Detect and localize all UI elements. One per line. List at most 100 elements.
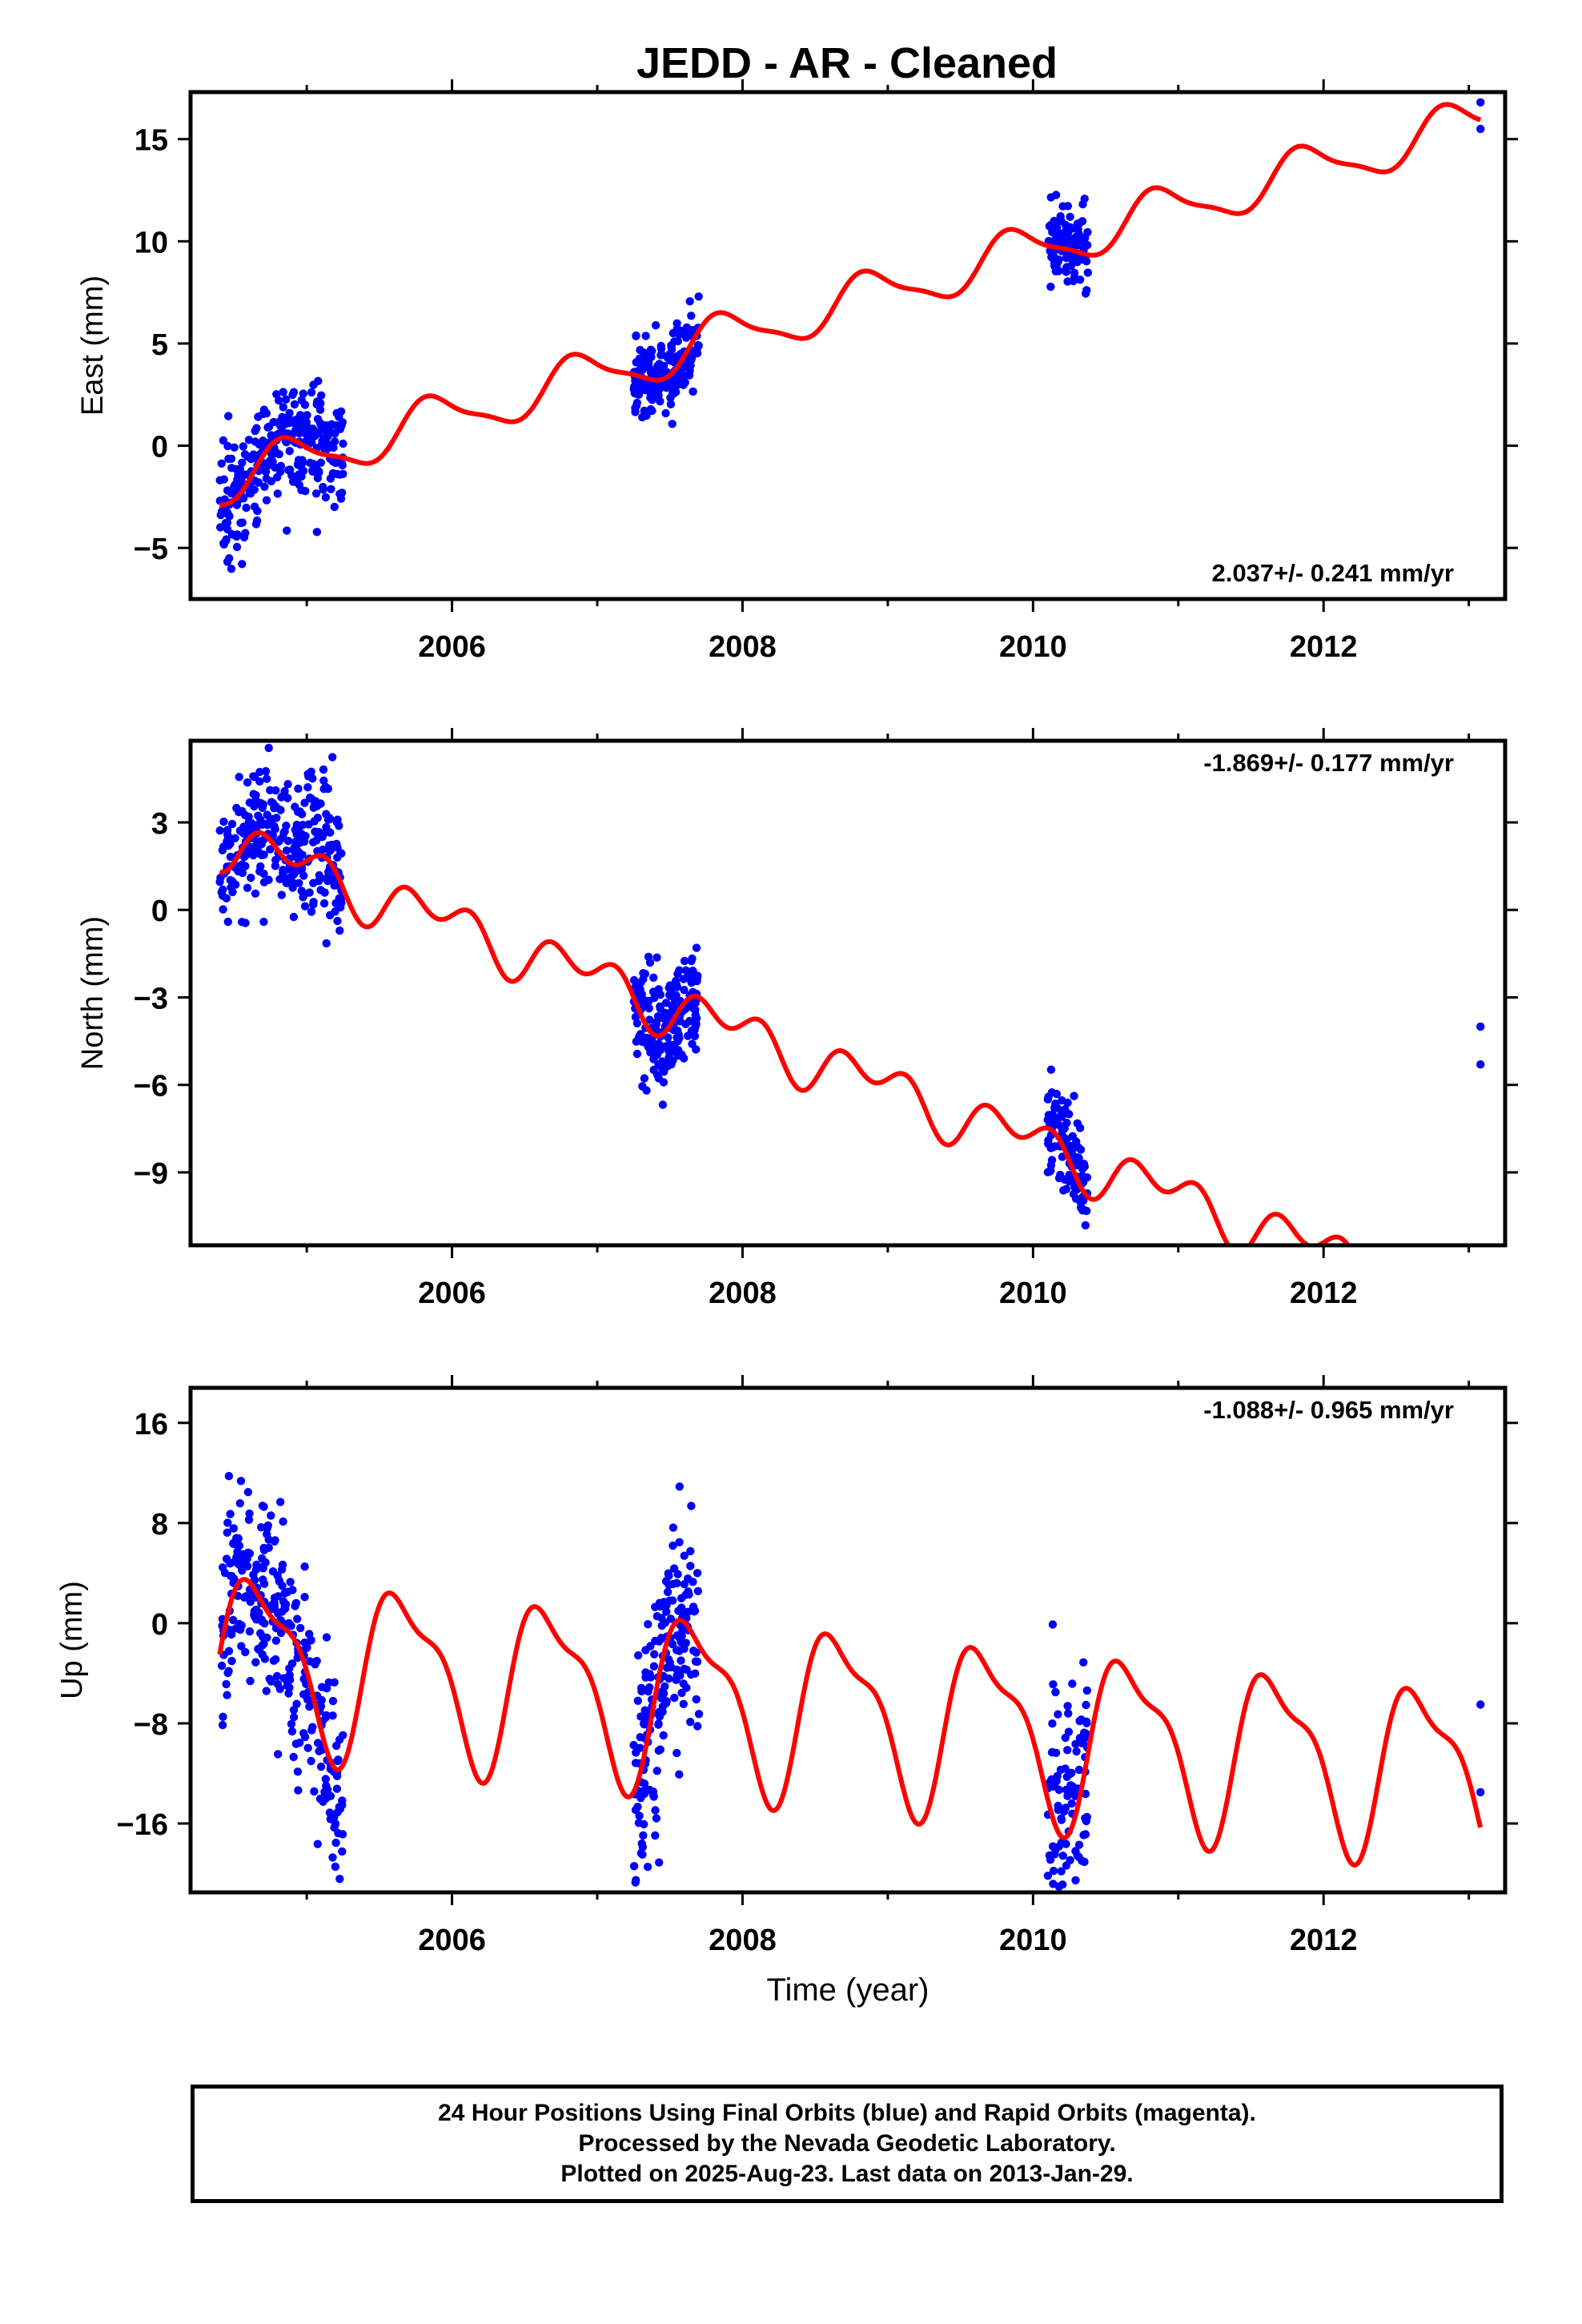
data-point bbox=[339, 439, 347, 448]
data-point bbox=[639, 1831, 648, 1840]
x-tick-label: 2006 bbox=[418, 630, 486, 664]
data-point bbox=[278, 792, 287, 801]
data-point bbox=[300, 1593, 309, 1602]
data-point bbox=[227, 454, 236, 463]
data-point bbox=[296, 1623, 305, 1633]
data-point bbox=[289, 1706, 299, 1715]
data-point bbox=[631, 1759, 640, 1767]
data-point bbox=[229, 1524, 238, 1533]
data-point bbox=[296, 837, 305, 846]
x-tick-label: 2006 bbox=[418, 1924, 486, 1957]
data-point bbox=[280, 866, 289, 875]
data-point bbox=[684, 1574, 693, 1583]
y-tick-label: −6 bbox=[134, 1070, 168, 1104]
data-point bbox=[661, 1682, 669, 1691]
data-point bbox=[247, 873, 255, 883]
data-point bbox=[1072, 1137, 1081, 1146]
data-point bbox=[267, 431, 275, 440]
data-points bbox=[215, 98, 1485, 573]
data-point bbox=[327, 840, 336, 850]
data-point bbox=[273, 489, 282, 498]
data-point bbox=[315, 870, 323, 880]
rate-annotation: 2.037+/- 0.241 mm/yr bbox=[1212, 559, 1454, 587]
data-point bbox=[669, 1579, 677, 1589]
data-point bbox=[252, 516, 262, 525]
data-point bbox=[640, 1074, 649, 1083]
data-point bbox=[657, 1621, 666, 1630]
data-point bbox=[266, 845, 275, 854]
data-point bbox=[1048, 1719, 1057, 1728]
data-point bbox=[338, 1830, 347, 1839]
data-point bbox=[632, 1876, 640, 1884]
data-point bbox=[290, 400, 299, 409]
data-point bbox=[219, 885, 227, 895]
data-point bbox=[331, 899, 340, 908]
data-point bbox=[659, 1731, 668, 1740]
data-point bbox=[1064, 1727, 1074, 1736]
data-point bbox=[263, 774, 271, 783]
data-point bbox=[629, 1740, 638, 1750]
data-point bbox=[652, 953, 661, 962]
data-point bbox=[337, 489, 347, 497]
data-point bbox=[331, 1838, 340, 1848]
data-point bbox=[222, 1679, 231, 1689]
data-point bbox=[268, 457, 277, 466]
data-point bbox=[1079, 1265, 1087, 1273]
data-point bbox=[286, 1578, 295, 1586]
data-point bbox=[220, 1569, 230, 1578]
data-point bbox=[639, 975, 648, 983]
data-point bbox=[1476, 1787, 1485, 1797]
data-point bbox=[692, 1695, 701, 1704]
data-point bbox=[691, 1669, 700, 1678]
data-point bbox=[654, 362, 663, 371]
y-tick-label: 0 bbox=[151, 431, 168, 464]
data-point bbox=[1079, 1658, 1088, 1667]
data-point bbox=[317, 829, 326, 838]
data-point bbox=[251, 841, 260, 850]
data-point bbox=[644, 1620, 652, 1629]
data-point bbox=[335, 926, 344, 935]
data-point bbox=[251, 889, 260, 899]
data-point bbox=[250, 485, 259, 494]
data-point bbox=[227, 530, 237, 539]
data-point bbox=[331, 907, 339, 916]
data-point bbox=[674, 1606, 683, 1615]
data-point bbox=[302, 422, 311, 431]
data-point bbox=[680, 986, 689, 995]
data-point bbox=[282, 846, 291, 855]
data-point bbox=[271, 855, 280, 865]
data-point bbox=[643, 1863, 652, 1872]
data-point bbox=[321, 1775, 330, 1783]
data-point bbox=[284, 419, 294, 428]
y-tick-label: 0 bbox=[151, 895, 168, 928]
data-point bbox=[218, 1720, 227, 1730]
data-point bbox=[666, 400, 676, 408]
data-point bbox=[1081, 1789, 1090, 1799]
data-point bbox=[1060, 233, 1070, 242]
data-point bbox=[322, 1711, 331, 1720]
data-point bbox=[297, 830, 306, 838]
data-point bbox=[316, 886, 325, 895]
data-point bbox=[329, 443, 338, 452]
x-tick-label: 2008 bbox=[709, 1924, 777, 1957]
data-point bbox=[250, 502, 259, 511]
data-point bbox=[243, 883, 252, 892]
data-point bbox=[1079, 1728, 1089, 1737]
data-point bbox=[230, 1557, 239, 1566]
data-point bbox=[252, 1615, 261, 1624]
data-point bbox=[263, 1521, 272, 1530]
y-tick-label: 0 bbox=[151, 1608, 168, 1642]
data-point bbox=[647, 352, 656, 361]
data-point bbox=[687, 1502, 696, 1510]
data-point bbox=[333, 916, 342, 926]
data-point bbox=[1083, 268, 1093, 277]
data-point bbox=[271, 862, 280, 870]
data-point bbox=[1053, 1771, 1062, 1780]
data-point bbox=[330, 1678, 339, 1687]
data-point bbox=[1077, 240, 1086, 249]
data-point bbox=[242, 503, 251, 513]
data-point bbox=[222, 535, 231, 544]
data-point bbox=[259, 1579, 269, 1589]
data-point bbox=[283, 526, 291, 535]
data-point bbox=[686, 1718, 695, 1727]
